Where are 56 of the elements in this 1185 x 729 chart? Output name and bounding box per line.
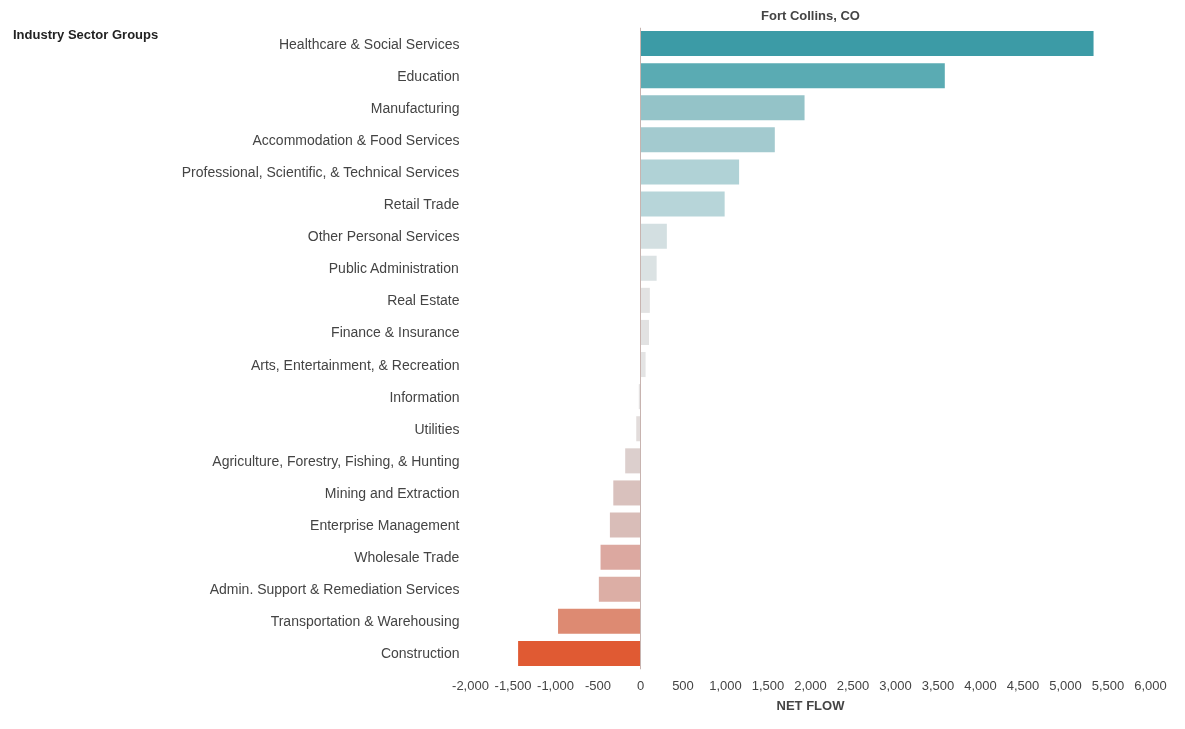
x-axis-title: NET FLOW <box>776 697 846 713</box>
x-tick-label: 500 <box>672 677 694 693</box>
y-tick-label: Retail Trade <box>383 196 460 213</box>
x-tick-label: 5,000 <box>1049 677 1082 693</box>
bar <box>518 640 641 666</box>
y-tick-label: Public Administration <box>328 260 459 277</box>
bar <box>640 223 667 249</box>
bar <box>640 95 805 121</box>
bar <box>640 255 657 281</box>
y-tick-label: Real Estate <box>387 292 460 309</box>
y-axis-title: Industry Sector Groups <box>13 26 159 44</box>
y-tick-label: Construction <box>380 645 460 662</box>
y-tick-label: Other Personal Services <box>307 228 460 245</box>
x-tick-label: 3,500 <box>921 677 955 693</box>
y-tick-label: Transportation & Warehousing <box>270 613 460 630</box>
y-tick-label: Healthcare & Social Services <box>278 35 460 52</box>
y-tick-label: Information <box>389 388 460 405</box>
bar <box>558 608 641 634</box>
bar <box>640 63 945 89</box>
chart-title: Fort Collins, CO <box>761 7 860 23</box>
x-tick-label: 0 <box>636 677 645 693</box>
x-tick-label: -1,000 <box>537 677 574 693</box>
bar <box>625 448 641 474</box>
y-tick-label: Professional, Scientific, & Technical Services <box>181 163 460 180</box>
bar <box>640 159 740 185</box>
x-tick-label: 2,500 <box>836 677 870 693</box>
bar <box>640 287 650 313</box>
y-tick-label: Arts, Entertainment, & Recreation <box>250 356 460 373</box>
x-tick-label: 3,000 <box>879 677 912 693</box>
y-tick-label: Agriculture, Forestry, Fishing, & Hunting <box>212 452 460 469</box>
y-tick-label: Admin. Support & Remediation Services <box>209 581 460 598</box>
y-tick-label: Accommodation & Food Services <box>252 131 460 148</box>
x-tick-label: -500 <box>584 677 612 693</box>
y-tick-label: Utilities <box>414 420 460 437</box>
x-tick-label: 4,000 <box>964 677 997 693</box>
y-tick-label: Finance & Insurance <box>331 324 460 341</box>
bar <box>640 31 1094 57</box>
bar <box>598 576 641 602</box>
y-tick-label: Wholesale Trade <box>354 549 460 566</box>
x-tick-label: 5,500 <box>1091 677 1125 693</box>
x-tick-label: 1,500 <box>751 677 785 693</box>
x-tick-label: -2,000 <box>452 677 489 693</box>
bar <box>600 544 641 570</box>
y-tick-label: Mining and Extraction <box>324 484 460 501</box>
y-tick-label: Manufacturing <box>370 99 460 116</box>
bar <box>609 512 641 538</box>
x-tick-label: 6,000 <box>1134 677 1167 693</box>
x-tick-label: 1,000 <box>709 677 742 693</box>
y-tick-label: Enterprise Management <box>310 517 460 534</box>
bar <box>640 191 725 217</box>
x-tick-label: -1,500 <box>494 677 532 693</box>
bar <box>613 480 641 506</box>
x-tick-label: 4,500 <box>1006 677 1040 693</box>
y-tick-label: Education <box>397 67 460 84</box>
x-tick-label: 2,000 <box>794 677 827 693</box>
bar <box>640 127 775 153</box>
